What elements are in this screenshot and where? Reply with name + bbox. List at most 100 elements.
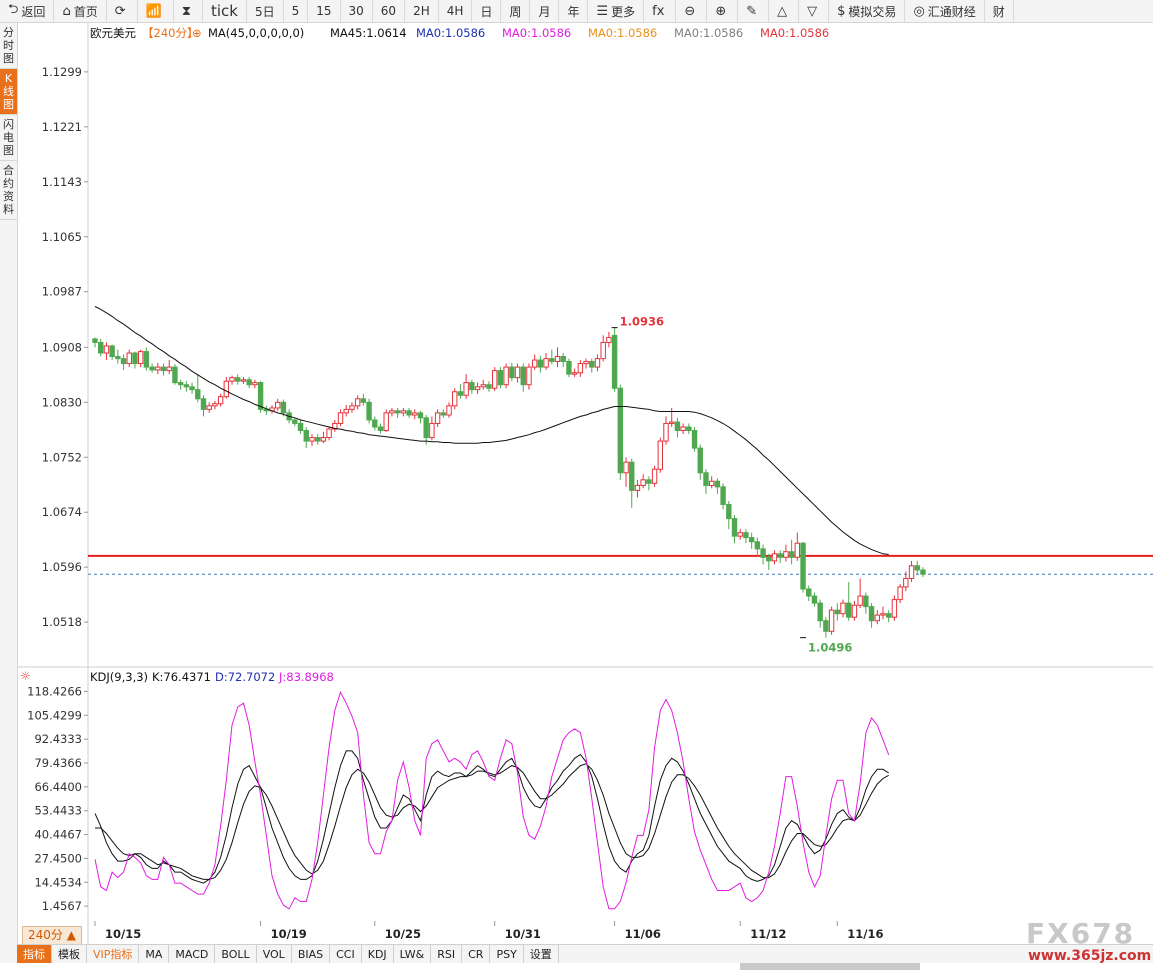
indicator-tab-7[interactable]: BIAS xyxy=(292,945,331,963)
indicator-tab-11[interactable]: RSI xyxy=(431,945,463,963)
kdj-y-tick-label: 40.4467 xyxy=(34,828,82,842)
indicator-tab-0[interactable]: 指标 xyxy=(17,945,52,963)
indicator-tab-5[interactable]: BOLL xyxy=(215,945,257,963)
candle-body xyxy=(549,358,555,362)
chart-area: 欧元美元 【240分】 ⊕ MA(45,0,0,0,0,0) MA45:1.0614… xyxy=(17,23,1153,948)
candle-body xyxy=(754,541,761,550)
candle-body xyxy=(469,382,475,391)
toolbar-button-11[interactable]: 2H xyxy=(405,0,439,22)
legend-ma0-5: MA0:1.0586 xyxy=(760,26,829,40)
candle-body xyxy=(817,602,823,622)
toolbar-button-16[interactable]: 年 xyxy=(559,0,589,22)
candle-body xyxy=(611,334,618,389)
y-tick-label: 1.0908 xyxy=(42,340,82,354)
candle-body xyxy=(731,518,738,537)
candle-body xyxy=(452,391,458,407)
toolbar-button-14[interactable]: 周 xyxy=(501,0,531,22)
candle-body xyxy=(531,359,538,368)
x-tick-label: 11/16 xyxy=(847,927,883,941)
candle-body xyxy=(537,359,544,368)
indicator-tab-13[interactable]: PSY xyxy=(490,945,524,963)
candle-body xyxy=(657,440,663,470)
toolbar-label: 模拟交易 xyxy=(848,4,897,19)
candle-body xyxy=(806,588,812,597)
candle-body xyxy=(497,370,504,386)
toolbar-label: 日 xyxy=(480,4,493,19)
indicator-tab-2[interactable]: VIP指标 xyxy=(87,945,140,963)
toolbar-button-23[interactable]: ▽ xyxy=(799,0,830,22)
candle-body xyxy=(480,384,486,388)
candle-body xyxy=(417,412,424,419)
toolbar-button-6[interactable]: 5日 xyxy=(247,0,284,22)
indicator-tab-12[interactable]: CR xyxy=(462,945,491,963)
candle-body xyxy=(263,408,270,412)
legend-ma0-3: MA0:1.0586 xyxy=(588,26,657,40)
x-tick-label: 10/25 xyxy=(385,927,421,941)
candle-body xyxy=(332,422,338,430)
toolbar-button-22[interactable]: △ xyxy=(769,0,800,22)
horizontal-scrollbar[interactable] xyxy=(740,963,920,970)
indicator-tab-14[interactable]: 设置 xyxy=(524,945,559,963)
candle-body xyxy=(737,532,743,537)
toolbar-label: tick xyxy=(210,2,238,20)
indicator-tab-10[interactable]: LW& xyxy=(394,945,432,963)
indicator-tab-8[interactable]: CCI xyxy=(330,945,362,963)
toolbar-button-24[interactable]: $ 模拟交易 xyxy=(829,0,906,22)
candle-body xyxy=(206,405,212,410)
toolbar-button-25[interactable]: ◎ 汇通财经 xyxy=(905,0,985,22)
candle-body xyxy=(571,372,578,375)
kdj-k-line xyxy=(94,750,889,884)
toolbar-button-10[interactable]: 60 xyxy=(373,0,406,22)
toolbar-button-3[interactable]: 📶 xyxy=(138,0,174,22)
candle-body xyxy=(634,484,641,491)
toolbar-button-1[interactable]: ⌂ 首页 xyxy=(54,0,107,22)
toolbar-button-9[interactable]: 30 xyxy=(341,0,373,22)
sidebar-tab-2[interactable]: 闪电图 xyxy=(0,115,17,161)
toolbar-button-20[interactable]: ⊕ xyxy=(707,0,739,22)
toolbar-button-19[interactable]: ⊖ xyxy=(676,0,708,22)
zoom-in-icon: ⊕ xyxy=(715,3,727,19)
toolbar-label: 返回 xyxy=(21,4,46,19)
toolbar-button-0[interactable]: ⮌ 返回 xyxy=(0,0,55,22)
candle-body xyxy=(172,366,178,384)
sidebar-tab-3[interactable]: 合约资料 xyxy=(0,161,17,220)
toolbar-label: 财 xyxy=(992,4,1005,19)
candle-body xyxy=(229,377,235,382)
candle-body xyxy=(309,437,315,442)
toolbar-button-18[interactable]: fx xyxy=(644,0,677,22)
toolbar-button-5[interactable]: tick xyxy=(203,0,247,22)
candle-body xyxy=(857,595,863,606)
kdj-y-tick-label: 92.4333 xyxy=(34,732,82,746)
indicator-tab-9[interactable]: KDJ xyxy=(362,945,394,963)
y-tick-label: 1.1299 xyxy=(42,65,82,79)
toolbar-button-12[interactable]: 4H xyxy=(439,0,473,22)
kdj-legend-j: J:83.8968 xyxy=(278,670,334,684)
candle-body xyxy=(149,366,155,371)
candle-body xyxy=(343,408,349,414)
legend-period: 【240分】 xyxy=(142,26,198,40)
candle-body xyxy=(120,358,127,365)
indicator-tab-1[interactable]: 模板 xyxy=(52,945,87,963)
toolbar-button-17[interactable]: ☰ 更多 xyxy=(588,0,645,22)
sidebar-tab-0[interactable]: 分时图 xyxy=(0,23,17,69)
toolbar-button-7[interactable]: 5 xyxy=(284,0,309,22)
candle-body xyxy=(708,480,715,486)
toolbar-button-15[interactable]: 月 xyxy=(530,0,560,22)
indicator-tab-3[interactable]: MA xyxy=(139,945,170,963)
toolbar-button-2[interactable]: ⟳ xyxy=(107,0,138,22)
candlestick-icon: ⧗ xyxy=(181,3,191,19)
toolbar-button-13[interactable]: 日 xyxy=(472,0,502,22)
candle-body xyxy=(594,358,601,368)
toolbar-button-21[interactable]: ✎ xyxy=(738,0,770,22)
candle-body xyxy=(868,606,875,622)
toolbar-button-4[interactable]: ⧗ xyxy=(174,0,203,22)
candle-body xyxy=(606,337,612,343)
toolbar-label: 2H xyxy=(413,4,430,18)
period-selector[interactable]: 240分 ▲ xyxy=(22,926,82,945)
indicator-tab-4[interactable]: MACD xyxy=(169,945,216,963)
toolbar-button-8[interactable]: 15 xyxy=(308,0,341,22)
toolbar-button-26[interactable]: 财 xyxy=(985,0,1014,22)
toolbar-label: 5 xyxy=(291,4,300,18)
indicator-tab-6[interactable]: VOL xyxy=(257,945,292,963)
